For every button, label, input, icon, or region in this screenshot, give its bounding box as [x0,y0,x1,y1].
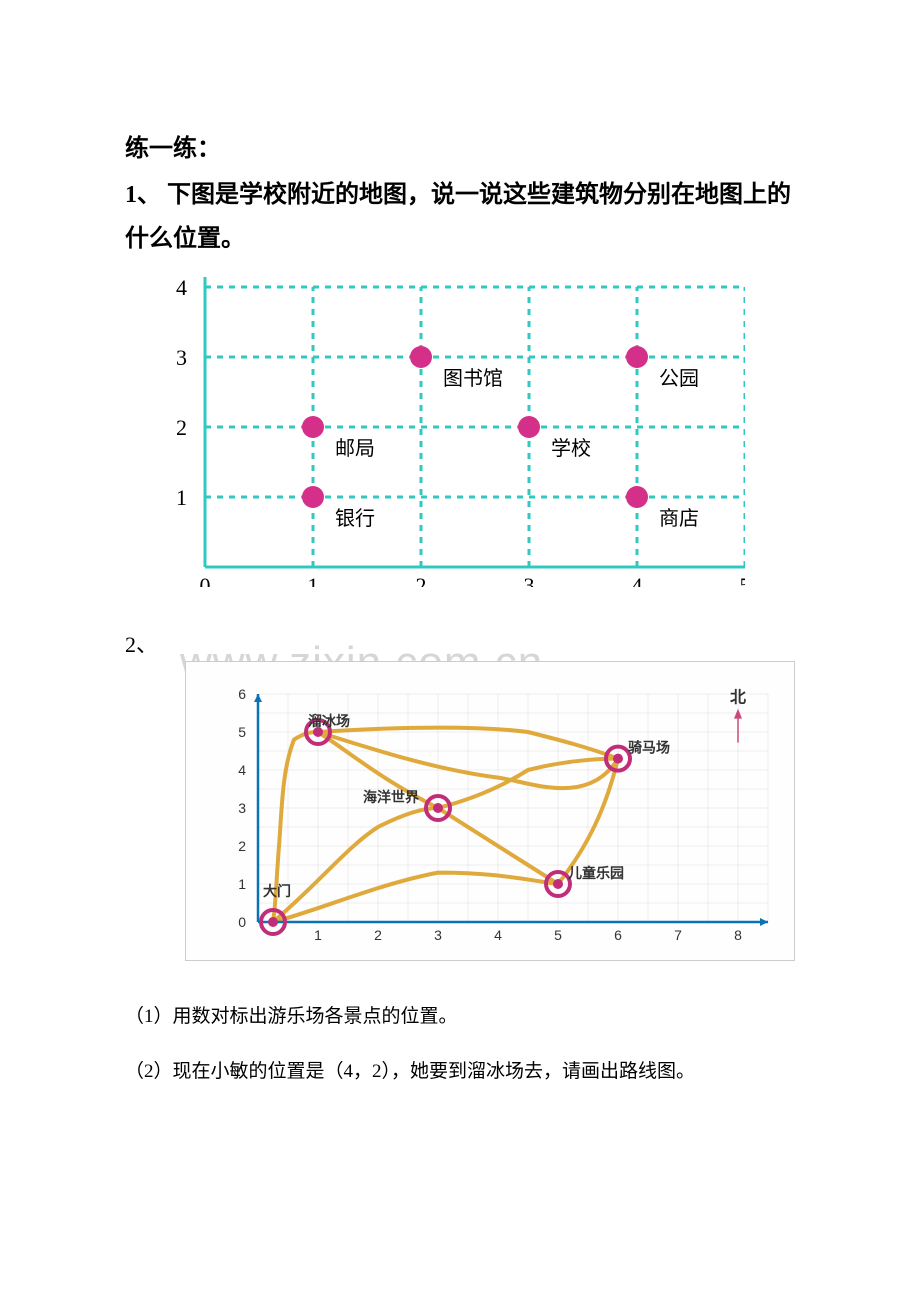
practice-heading: 练一练： [125,130,795,168]
svg-text:4: 4 [494,927,502,943]
svg-text:公园: 公园 [659,368,699,390]
chart-2-svg: 1 2 3 4 5 6 7 8 0 1 2 3 4 5 6 大门 溜冰场海洋世界儿童乐园 骑马场 北 [186,662,796,962]
svg-text:3: 3 [434,927,442,943]
svg-text:1: 1 [308,573,319,587]
svg-text:0: 0 [238,914,246,930]
svg-text:1: 1 [238,876,246,892]
chart-1-container: 0 1 2 3 4 5 1 2 3 4 银行 邮局 图书馆学校商店 公园 [145,257,745,587]
question-1-text: 1、 下图是学校附近的地图，说一说这些建筑物分别在地图上的什么位置。 [125,174,795,260]
svg-text:2: 2 [176,415,187,440]
svg-text:6: 6 [238,686,246,702]
svg-text:5: 5 [740,573,746,587]
svg-text:骑马场: 骑马场 [628,739,670,756]
svg-text:1: 1 [176,485,187,510]
svg-text:8: 8 [734,927,742,943]
sub-question-2: （2）现在小敏的位置是（4，2），她要到溜冰场去，请画出路线图。 [125,1056,795,1083]
svg-text:0: 0 [200,573,211,587]
sub-question-1: （1）用数对标出游乐场各景点的位置。 [125,1001,795,1028]
svg-text:7: 7 [674,927,682,943]
svg-text:银行: 银行 [335,507,375,530]
svg-text:1: 1 [314,927,322,943]
svg-text:北: 北 [730,688,746,706]
svg-text:海洋世界: 海洋世界 [363,789,420,806]
chart-1-svg: 0 1 2 3 4 5 1 2 3 4 银行 邮局 图书馆学校商店 公园 [145,257,745,587]
svg-text:2: 2 [416,573,427,587]
svg-text:商店: 商店 [659,507,699,530]
svg-text:图书馆: 图书馆 [443,367,503,390]
svg-text:溜冰场: 溜冰场 [308,713,350,730]
svg-text:学校: 学校 [551,437,591,460]
svg-text:4: 4 [238,762,246,778]
svg-text:3: 3 [176,345,187,370]
svg-text:大门: 大门 [263,883,291,900]
chart-2-container: 1 2 3 4 5 6 7 8 0 1 2 3 4 5 6 大门 溜冰场海洋世界儿童乐园 骑马场 北 [185,661,795,961]
svg-text:2: 2 [374,927,382,943]
svg-text:6: 6 [614,927,622,943]
svg-text:2: 2 [238,838,246,854]
svg-text:4: 4 [176,275,187,300]
svg-text:4: 4 [632,573,643,587]
svg-text:儿童乐园: 儿童乐园 [567,865,624,882]
svg-text:3: 3 [524,573,535,587]
svg-text:邮局: 邮局 [335,437,375,460]
svg-text:3: 3 [238,800,246,816]
svg-text:5: 5 [238,724,246,740]
svg-text:5: 5 [554,927,562,943]
